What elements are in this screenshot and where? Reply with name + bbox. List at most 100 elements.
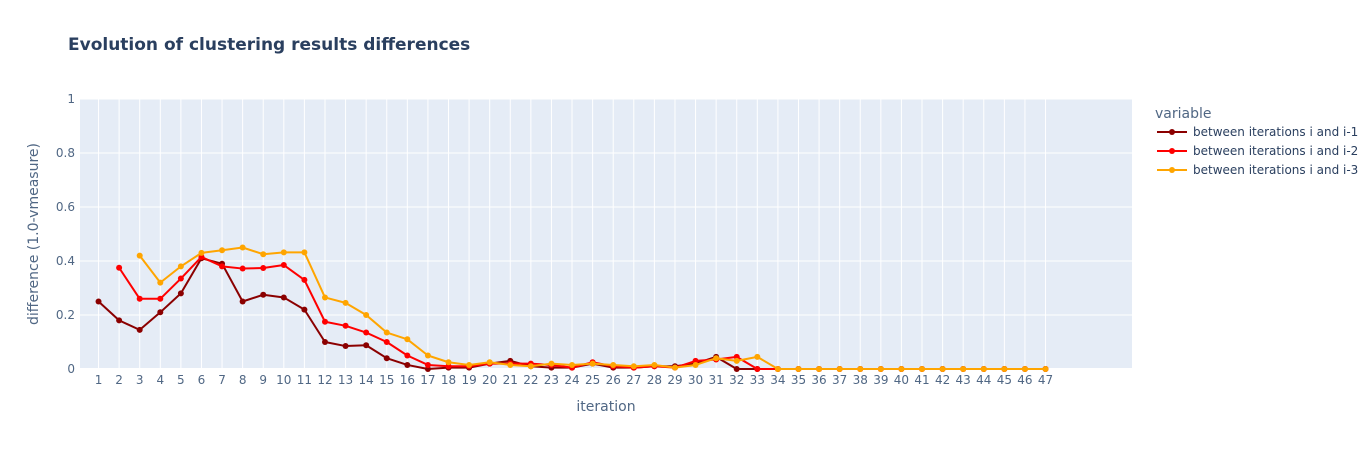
data-point[interactable]	[733, 357, 740, 364]
x-tick-label: 16	[400, 373, 415, 387]
data-point[interactable]	[219, 263, 226, 270]
data-point[interactable]	[919, 366, 926, 372]
y-tick-label: 1	[67, 92, 75, 106]
legend-item[interactable]: between iterations i and i-3	[1157, 163, 1358, 177]
data-point[interactable]	[589, 360, 596, 367]
data-point[interactable]	[321, 318, 328, 325]
data-point[interactable]	[280, 262, 287, 269]
data-point[interactable]	[383, 355, 390, 362]
x-tick-label: 46	[1017, 373, 1032, 387]
data-point[interactable]	[363, 312, 370, 318]
data-point[interactable]	[651, 361, 658, 368]
data-point[interactable]	[301, 249, 308, 256]
data-point[interactable]	[219, 247, 226, 254]
data-point[interactable]	[692, 361, 699, 368]
data-point[interactable]	[445, 359, 452, 366]
data-point[interactable]	[980, 366, 987, 372]
data-point[interactable]	[280, 249, 287, 256]
data-point[interactable]	[363, 342, 370, 349]
data-point[interactable]	[321, 294, 328, 301]
data-point[interactable]	[321, 339, 328, 345]
data-point[interactable]	[857, 366, 864, 372]
x-tick-label: 4	[156, 373, 164, 387]
data-point[interactable]	[383, 339, 390, 345]
x-tick-label: 20	[482, 373, 497, 387]
data-point[interactable]	[95, 298, 102, 305]
data-point[interactable]	[527, 363, 534, 370]
data-point[interactable]	[136, 326, 143, 333]
x-tick-label: 5	[177, 373, 185, 387]
data-point[interactable]	[733, 366, 740, 372]
data-point[interactable]	[342, 343, 349, 350]
data-point[interactable]	[198, 249, 205, 256]
legend-swatch-marker	[1169, 148, 1175, 154]
x-tick-label: 42	[935, 373, 950, 387]
data-point[interactable]	[260, 251, 267, 258]
data-point[interactable]	[898, 366, 905, 372]
legend-item[interactable]: between iterations i and i-2	[1157, 144, 1358, 158]
data-point[interactable]	[301, 276, 308, 283]
data-point[interactable]	[342, 299, 349, 306]
data-point[interactable]	[177, 263, 184, 270]
data-point[interactable]	[754, 366, 761, 372]
data-point[interactable]	[116, 317, 123, 324]
x-tick-label: 19	[461, 373, 476, 387]
data-point[interactable]	[960, 366, 967, 372]
data-point[interactable]	[424, 352, 431, 359]
data-point[interactable]	[157, 279, 164, 286]
data-point[interactable]	[342, 322, 349, 329]
data-point[interactable]	[280, 294, 287, 301]
data-point[interactable]	[610, 361, 617, 368]
x-axis-ticks: 1 2 3 4 5 6 7 8 9 10 11 12 13 14 15 16 17 18 19 20 21 22 23 24 2…	[95, 373, 1053, 387]
x-tick-label: 45	[997, 373, 1012, 387]
data-point[interactable]	[177, 275, 184, 282]
data-point[interactable]	[671, 364, 678, 371]
data-point[interactable]	[1042, 366, 1049, 372]
series-3	[136, 244, 1049, 372]
data-point[interactable]	[404, 336, 411, 343]
data-point[interactable]	[239, 265, 246, 272]
data-point[interactable]	[404, 352, 411, 359]
data-point[interactable]	[404, 361, 411, 368]
x-tick-label: 41	[914, 373, 929, 387]
data-point[interactable]	[116, 264, 123, 271]
data-point[interactable]	[816, 366, 823, 372]
data-point[interactable]	[239, 244, 246, 251]
data-point[interactable]	[260, 265, 267, 272]
data-point[interactable]	[239, 298, 246, 305]
legend-label: between iterations i and i-1	[1193, 125, 1358, 139]
x-tick-label: 1	[95, 373, 103, 387]
data-point[interactable]	[1001, 366, 1008, 372]
data-point[interactable]	[569, 361, 576, 368]
data-point[interactable]	[157, 309, 164, 316]
data-point[interactable]	[486, 359, 493, 366]
data-point[interactable]	[630, 363, 637, 370]
data-point[interactable]	[424, 361, 431, 368]
legend-swatch-marker	[1169, 167, 1175, 173]
data-point[interactable]	[1021, 366, 1028, 372]
data-point[interactable]	[507, 361, 514, 368]
data-point[interactable]	[363, 329, 370, 336]
x-tick-label: 23	[544, 373, 559, 387]
data-point[interactable]	[754, 353, 761, 360]
x-tick-label: 9	[259, 373, 267, 387]
data-point[interactable]	[939, 366, 946, 372]
data-point[interactable]	[713, 355, 720, 362]
data-point[interactable]	[136, 252, 143, 259]
y-axis-title: difference (1.0-vmeasure)	[26, 143, 42, 325]
data-point[interactable]	[136, 295, 143, 302]
data-point[interactable]	[383, 329, 390, 336]
data-point[interactable]	[301, 306, 308, 313]
data-point[interactable]	[836, 366, 843, 372]
data-point[interactable]	[157, 295, 164, 302]
data-point[interactable]	[466, 361, 473, 368]
data-point[interactable]	[877, 366, 884, 372]
data-point[interactable]	[548, 360, 555, 367]
legend-item[interactable]: between iterations i and i-1	[1157, 125, 1358, 139]
data-point[interactable]	[177, 290, 184, 297]
data-point[interactable]	[795, 366, 802, 372]
x-tick-label: 27	[626, 373, 641, 387]
data-point[interactable]	[774, 366, 781, 372]
data-point[interactable]	[260, 291, 267, 298]
x-tick-label: 31	[709, 373, 724, 387]
